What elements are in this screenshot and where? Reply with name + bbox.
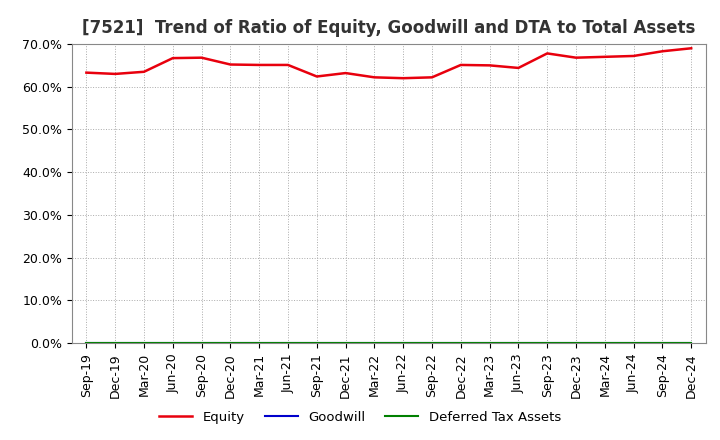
Deferred Tax Assets — [600, 341, 609, 346]
Goodwill — [514, 341, 523, 346]
Deferred Tax Assets — [370, 341, 379, 346]
Deferred Tax Assets — [140, 341, 148, 346]
Deferred Tax Assets — [629, 341, 638, 346]
Equity — [658, 49, 667, 54]
Goodwill — [168, 341, 177, 346]
Goodwill — [456, 341, 465, 346]
Deferred Tax Assets — [168, 341, 177, 346]
Equity — [687, 46, 696, 51]
Equity — [399, 76, 408, 81]
Deferred Tax Assets — [485, 341, 494, 346]
Goodwill — [572, 341, 580, 346]
Deferred Tax Assets — [687, 341, 696, 346]
Deferred Tax Assets — [341, 341, 350, 346]
Equity — [82, 70, 91, 75]
Goodwill — [312, 341, 321, 346]
Equity — [284, 62, 292, 68]
Equity — [168, 55, 177, 61]
Deferred Tax Assets — [226, 341, 235, 346]
Equity — [428, 75, 436, 80]
Goodwill — [629, 341, 638, 346]
Goodwill — [485, 341, 494, 346]
Deferred Tax Assets — [82, 341, 91, 346]
Equity — [485, 63, 494, 68]
Deferred Tax Assets — [197, 341, 206, 346]
Equity — [140, 69, 148, 74]
Goodwill — [341, 341, 350, 346]
Equity — [572, 55, 580, 60]
Equity — [341, 70, 350, 76]
Goodwill — [140, 341, 148, 346]
Goodwill — [428, 341, 436, 346]
Legend: Equity, Goodwill, Deferred Tax Assets: Equity, Goodwill, Deferred Tax Assets — [154, 405, 566, 429]
Goodwill — [658, 341, 667, 346]
Equity — [255, 62, 264, 68]
Goodwill — [255, 341, 264, 346]
Deferred Tax Assets — [284, 341, 292, 346]
Goodwill — [543, 341, 552, 346]
Deferred Tax Assets — [111, 341, 120, 346]
Goodwill — [600, 341, 609, 346]
Goodwill — [284, 341, 292, 346]
Goodwill — [197, 341, 206, 346]
Equity — [197, 55, 206, 60]
Deferred Tax Assets — [572, 341, 580, 346]
Goodwill — [399, 341, 408, 346]
Goodwill — [111, 341, 120, 346]
Equity — [312, 74, 321, 79]
Goodwill — [370, 341, 379, 346]
Line: Equity: Equity — [86, 48, 691, 78]
Equity — [370, 75, 379, 80]
Deferred Tax Assets — [428, 341, 436, 346]
Goodwill — [687, 341, 696, 346]
Deferred Tax Assets — [456, 341, 465, 346]
Deferred Tax Assets — [543, 341, 552, 346]
Equity — [629, 53, 638, 59]
Equity — [456, 62, 465, 68]
Equity — [543, 51, 552, 56]
Equity — [111, 71, 120, 77]
Deferred Tax Assets — [399, 341, 408, 346]
Equity — [226, 62, 235, 67]
Goodwill — [226, 341, 235, 346]
Deferred Tax Assets — [514, 341, 523, 346]
Goodwill — [82, 341, 91, 346]
Deferred Tax Assets — [658, 341, 667, 346]
Title: [7521]  Trend of Ratio of Equity, Goodwill and DTA to Total Assets: [7521] Trend of Ratio of Equity, Goodwil… — [82, 19, 696, 37]
Deferred Tax Assets — [255, 341, 264, 346]
Equity — [514, 65, 523, 70]
Equity — [600, 54, 609, 59]
Deferred Tax Assets — [312, 341, 321, 346]
